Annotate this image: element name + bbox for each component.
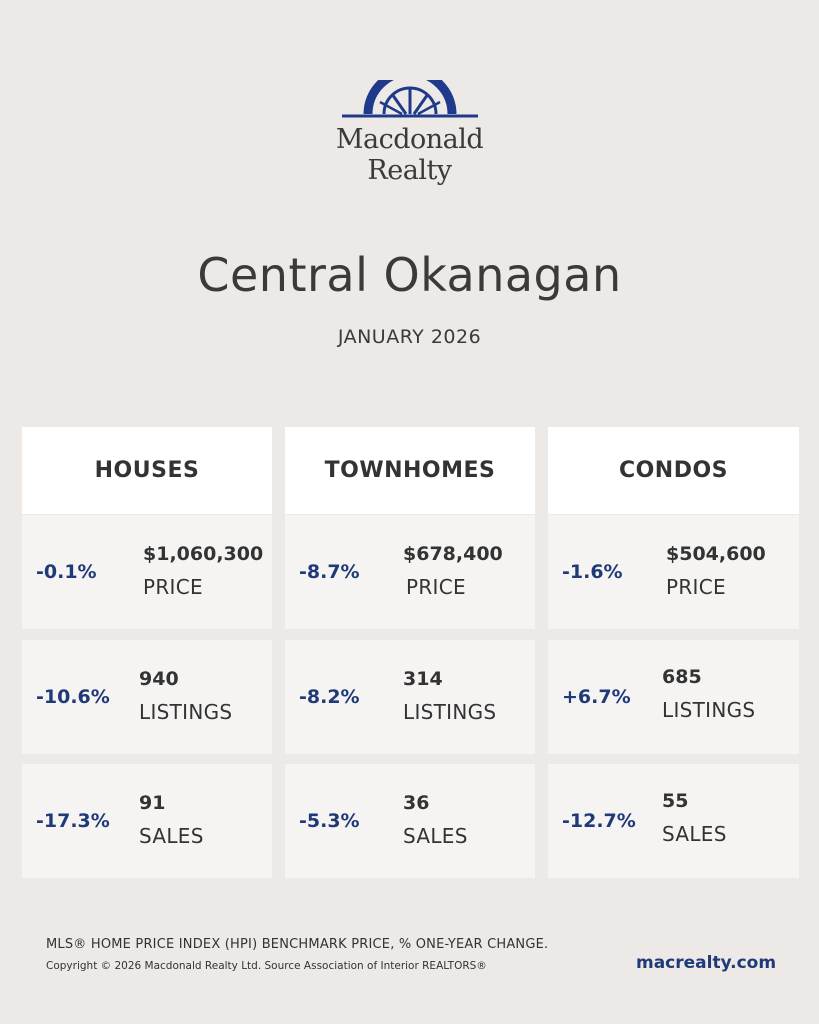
stat-value: 314 <box>403 668 443 690</box>
logo-emblem-icon <box>341 80 478 118</box>
column-heading: CONDOS <box>548 427 799 514</box>
stat-value: $678,400 <box>403 543 503 565</box>
stat-cell-price: -8.7% $678,400 PRICE <box>285 515 535 629</box>
footer-copyright: Copyright © 2026 Macdonald Realty Ltd. S… <box>46 960 487 972</box>
stat-change: -8.2% <box>299 686 360 708</box>
stat-label: LISTINGS <box>139 700 233 724</box>
stat-cell-listings: +6.7% 685 LISTINGS <box>548 640 799 754</box>
stat-cell-price: -0.1% $1,060,300 PRICE <box>22 515 272 629</box>
stat-cell-listings: -8.2% 314 LISTINGS <box>285 640 535 754</box>
stat-change: -12.7% <box>562 810 636 832</box>
stat-cell-sales: -5.3% 36 SALES <box>285 764 535 878</box>
brand-name-line2: Realty <box>367 155 452 186</box>
stat-value: $504,600 <box>666 543 766 565</box>
stat-label: PRICE <box>406 575 466 599</box>
stat-label: PRICE <box>666 575 726 599</box>
stat-change: -0.1% <box>36 561 97 583</box>
stat-label: SALES <box>139 824 204 848</box>
stat-cell-listings: -10.6% 940 LISTINGS <box>22 640 272 754</box>
footer-note: MLS® HOME PRICE INDEX (HPI) BENCHMARK PR… <box>46 937 549 952</box>
stat-change: -17.3% <box>36 810 110 832</box>
stat-cell-sales: -12.7% 55 SALES <box>548 764 799 878</box>
stat-value: 91 <box>139 792 166 814</box>
stat-cell-sales: -17.3% 91 SALES <box>22 764 272 878</box>
column-heading: TOWNHOMES <box>285 427 535 514</box>
column-townhomes: TOWNHOMES -8.7% $678,400 PRICE -8.2% 314… <box>285 427 535 878</box>
stat-value: 55 <box>662 790 689 812</box>
stat-value: 685 <box>662 666 702 688</box>
stat-value: 36 <box>403 792 430 814</box>
column-houses: HOUSES -0.1% $1,060,300 PRICE -10.6% 940… <box>22 427 272 878</box>
stat-label: PRICE <box>143 575 203 599</box>
stat-change: -10.6% <box>36 686 110 708</box>
stat-change: -1.6% <box>562 561 623 583</box>
stat-label: SALES <box>662 822 727 846</box>
column-condos: CONDOS -1.6% $504,600 PRICE +6.7% 685 LI… <box>548 427 799 878</box>
website-link[interactable]: macrealty.com <box>636 953 777 973</box>
brand-name-line1: Macdonald <box>335 124 484 155</box>
stat-change: +6.7% <box>562 686 631 708</box>
stat-label: SALES <box>403 824 468 848</box>
page-subtitle: JANUARY 2026 <box>337 326 482 348</box>
stat-value: $1,060,300 <box>143 543 264 565</box>
page-title: Central Okanagan <box>197 248 622 302</box>
stat-label: LISTINGS <box>662 698 756 722</box>
column-heading: HOUSES <box>22 427 272 514</box>
brand-logo: Macdonald Realty <box>0 80 819 186</box>
stat-cell-price: -1.6% $504,600 PRICE <box>548 515 799 629</box>
stats-grid: HOUSES -0.1% $1,060,300 PRICE -10.6% 940… <box>22 427 799 878</box>
stat-label: LISTINGS <box>403 700 497 724</box>
stat-change: -8.7% <box>299 561 360 583</box>
stat-change: -5.3% <box>299 810 360 832</box>
stat-value: 940 <box>139 668 179 690</box>
